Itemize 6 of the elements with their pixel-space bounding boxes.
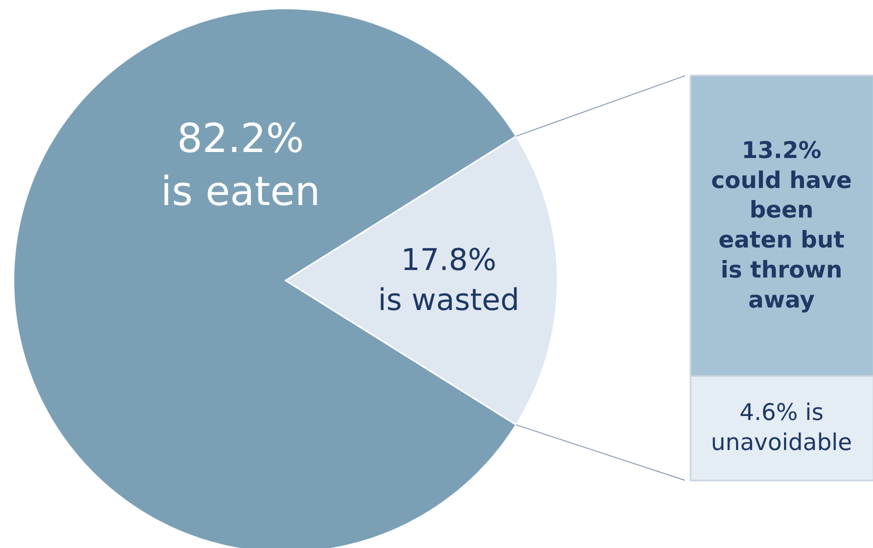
slice-label: is wasted bbox=[378, 283, 520, 318]
data-label: 4.6% is unavoidable bbox=[710, 400, 852, 456]
data-label: 17.8% bbox=[401, 242, 496, 278]
data-label: 82.2% bbox=[176, 116, 304, 162]
data-label: 13.2% could have been eaten but is thrown away bbox=[711, 138, 852, 314]
slice-label: is eaten bbox=[160, 168, 320, 215]
